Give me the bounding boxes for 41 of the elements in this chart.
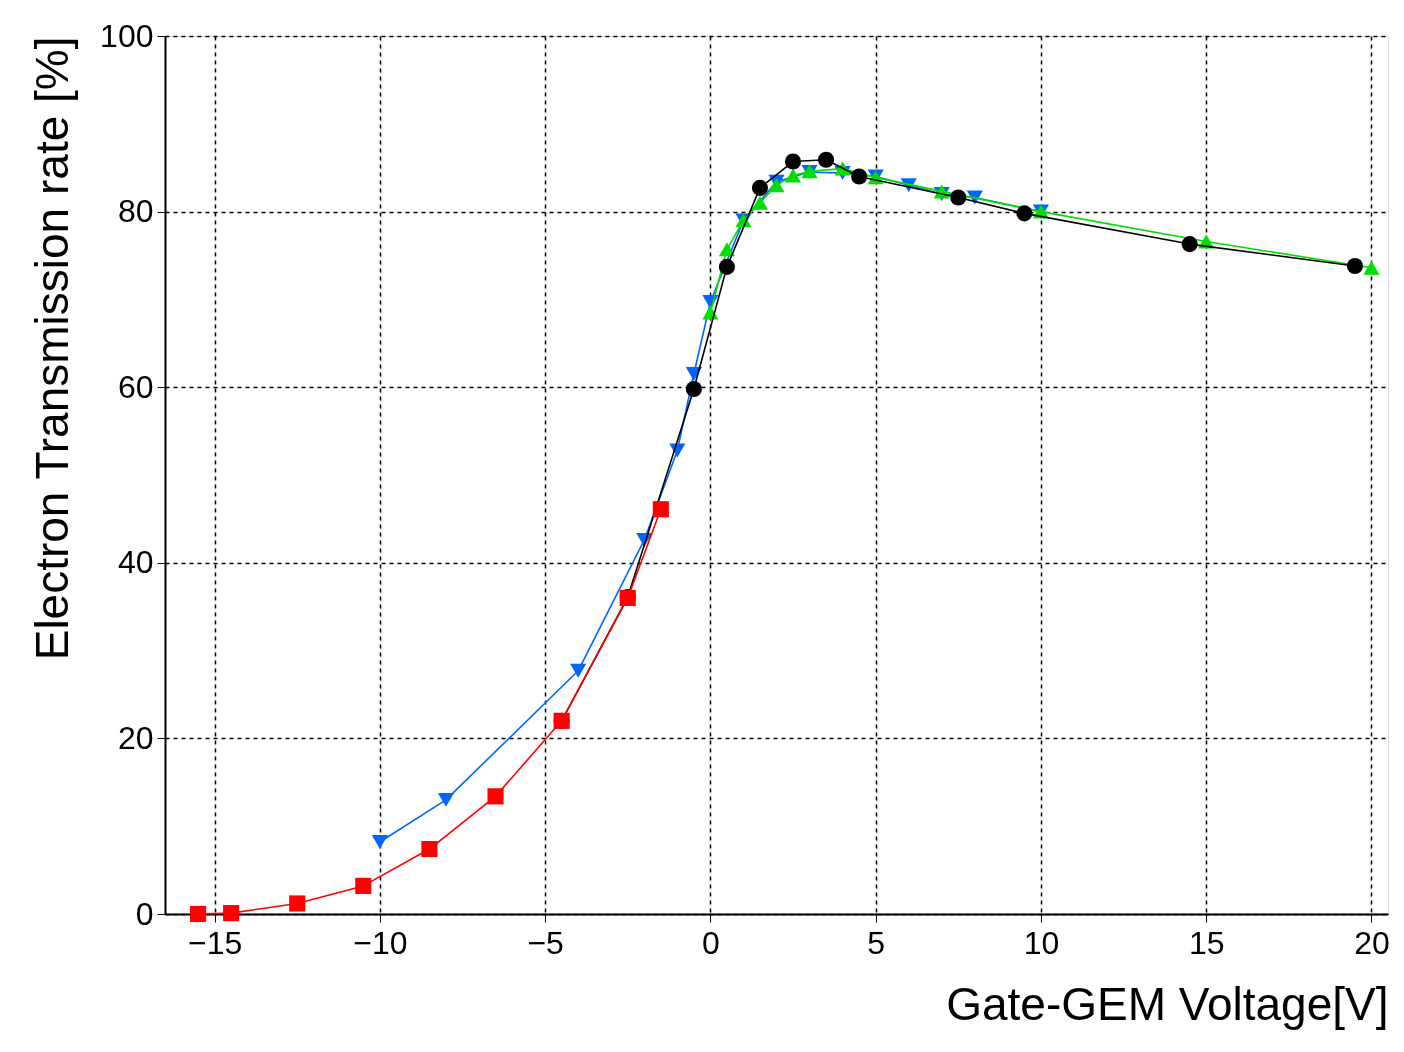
point <box>685 380 702 397</box>
y-tick-label: 40 <box>117 544 154 581</box>
point <box>685 367 702 382</box>
point <box>751 195 769 210</box>
point <box>437 792 455 807</box>
y-tick-label: 60 <box>117 368 154 405</box>
point <box>768 178 785 193</box>
x-tick-label: 20 <box>1354 924 1390 961</box>
y-tick-label: 20 <box>117 719 154 756</box>
point <box>487 788 504 805</box>
point <box>371 835 388 849</box>
point <box>570 663 587 678</box>
x-tick-label: −15 <box>187 924 243 961</box>
x-tick-label: 0 <box>701 924 720 961</box>
point <box>1363 260 1380 275</box>
point <box>751 179 769 196</box>
x-tick-label: −5 <box>527 924 564 961</box>
point <box>355 877 372 894</box>
x-tick-label: 15 <box>1188 924 1225 961</box>
y-tick-label: 80 <box>117 193 154 230</box>
point <box>950 189 967 206</box>
point <box>818 151 835 168</box>
point <box>1346 257 1364 275</box>
point <box>1016 205 1033 222</box>
x-tick-label: 5 <box>867 924 886 961</box>
point <box>652 501 669 518</box>
y-tick-label: 0 <box>135 895 154 932</box>
x-tick-label: 10 <box>1023 924 1060 961</box>
x-tick-label: −10 <box>353 924 408 961</box>
point <box>189 905 207 923</box>
point <box>421 840 438 858</box>
point <box>289 895 306 912</box>
point <box>851 168 868 185</box>
y-axis-title: Electron Transmission rate [%] <box>26 36 79 661</box>
y-tick-label: 100 <box>100 17 154 54</box>
x-axis-title: Gate-GEM Voltage[V] <box>946 977 1389 1030</box>
point <box>784 153 802 170</box>
point <box>718 258 735 275</box>
point <box>1181 236 1198 253</box>
point <box>223 905 240 922</box>
point <box>784 168 802 183</box>
